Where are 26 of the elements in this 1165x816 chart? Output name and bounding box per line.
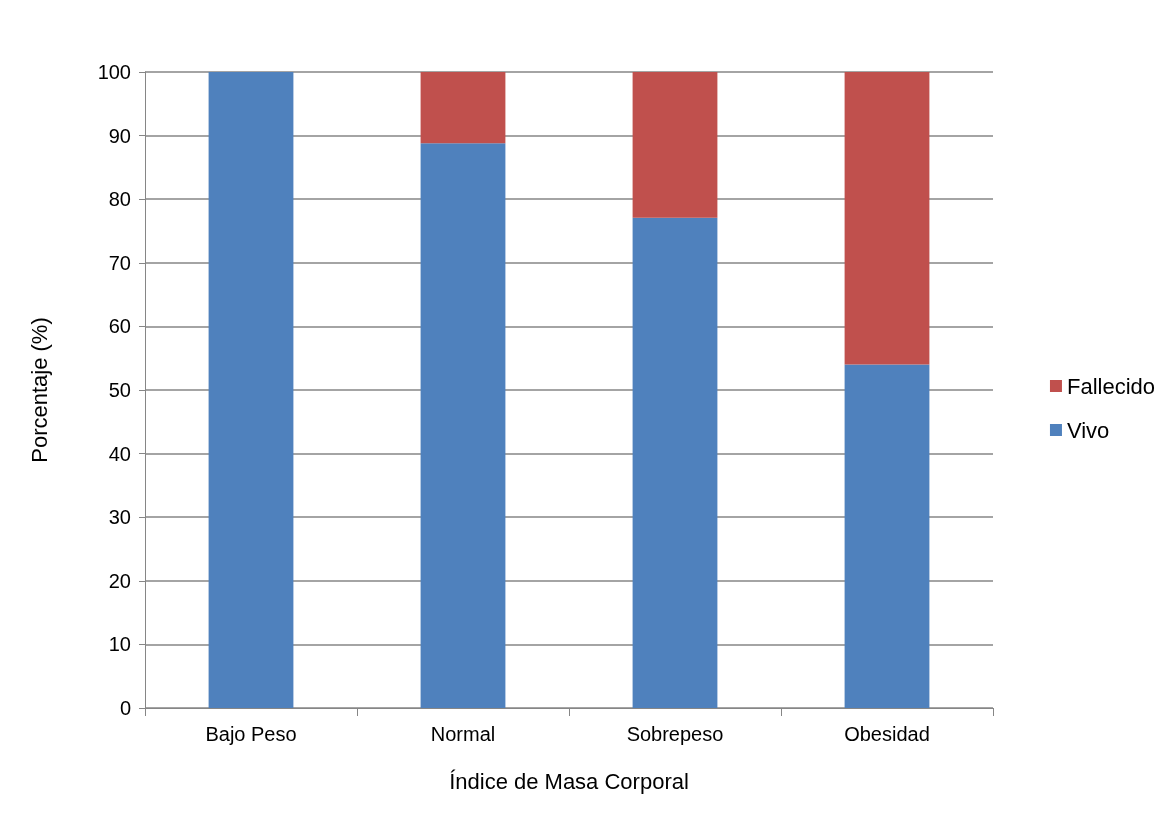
y-tick-label: 30 [108,506,131,529]
y-tick-label: 100 [97,61,131,83]
y-tick-label: 60 [108,315,131,338]
x-tick-label: Normal [430,723,496,745]
bar [844,72,930,365]
y-axis-title: Porcentaje (%) [26,317,52,463]
x-tick-label: Obesidad [844,723,930,745]
y-tick-label: 20 [108,569,131,592]
y-tick-label: 40 [108,442,131,465]
y-tick-label: 90 [108,124,131,147]
bar [208,72,294,708]
bar [632,217,718,708]
x-axis-title: Índice de Masa Corporal [449,768,689,794]
y-tick-label: 50 [108,379,131,401]
x-tick-label: Bajo Peso [205,723,297,745]
y-tick-label: 10 [108,633,131,656]
y-tick-label: 70 [108,251,131,274]
bar [632,72,718,218]
bar [844,364,930,708]
bar [420,143,506,708]
y-tick-label: 0 [119,697,131,719]
legend-label: Fallecido [1066,373,1155,399]
y-tick-label: 80 [108,188,131,211]
x-tick-label: Sobrepeso [626,723,724,745]
bar [420,72,506,144]
legend-label: Vivo [1066,417,1110,443]
